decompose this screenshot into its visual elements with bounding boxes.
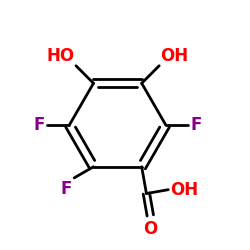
Text: F: F xyxy=(61,180,72,198)
Text: F: F xyxy=(190,116,202,134)
Text: OH: OH xyxy=(160,46,188,64)
Text: OH: OH xyxy=(170,181,198,199)
Text: HO: HO xyxy=(47,46,75,64)
Text: O: O xyxy=(143,220,158,238)
Text: F: F xyxy=(34,116,45,134)
